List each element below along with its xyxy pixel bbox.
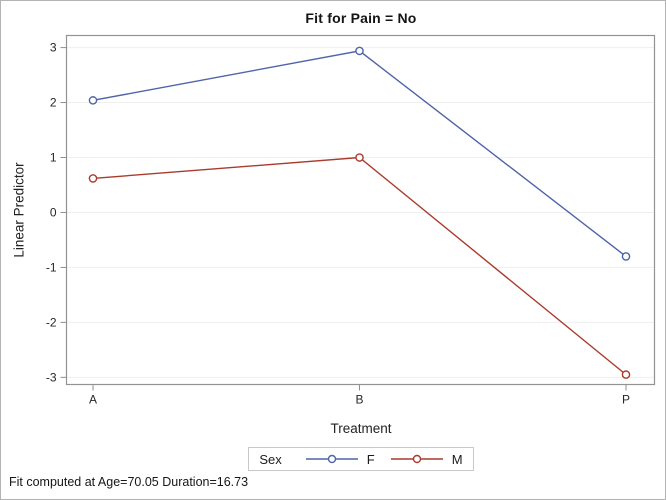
legend-label-m: M — [451, 451, 463, 467]
legend-line-marker-icon — [305, 454, 358, 464]
legend-label-f: F — [366, 451, 375, 467]
footnote: Fit computed at Age=70.05 Duration=16.73 — [9, 475, 249, 489]
plot-frame — [65, 34, 656, 386]
y-axis-label: Linear Predictor — [11, 162, 27, 258]
legend-item-f: F — [304, 452, 375, 467]
y-tick-label: 3 — [50, 41, 57, 55]
x-tick-label: P — [622, 393, 630, 407]
marker-m-p — [621, 370, 631, 379]
y-tick-label: -2 — [46, 315, 57, 329]
y-tick-label: 2 — [50, 96, 57, 110]
marker-f-b — [355, 46, 364, 56]
legend: Sex F M — [67, 447, 655, 471]
y-tick-label: 0 — [50, 205, 57, 219]
legend-line-marker-icon — [390, 454, 443, 464]
legend-box: Sex F M — [248, 447, 474, 471]
marker-m-b — [355, 153, 364, 162]
y-tick-label: -3 — [46, 370, 57, 384]
x-tick-label: A — [89, 393, 97, 407]
marker-m-a — [88, 174, 98, 183]
marker-f-p — [621, 252, 631, 261]
chart-title: Fit for Pain = No — [305, 10, 417, 26]
series-line-m — [92, 156, 627, 376]
x-axis-label: Treatment — [330, 421, 392, 436]
y-tick-label: 1 — [50, 151, 57, 165]
legend-title: Sex — [259, 451, 282, 467]
legend-item-m: M — [389, 452, 463, 467]
y-tick-label: -1 — [46, 260, 57, 274]
x-tick-label: B — [355, 393, 363, 407]
plot-svg: 3 2 1 0 -1 -2 -3 A B P — [46, 34, 656, 407]
marker-f-a — [88, 96, 98, 105]
